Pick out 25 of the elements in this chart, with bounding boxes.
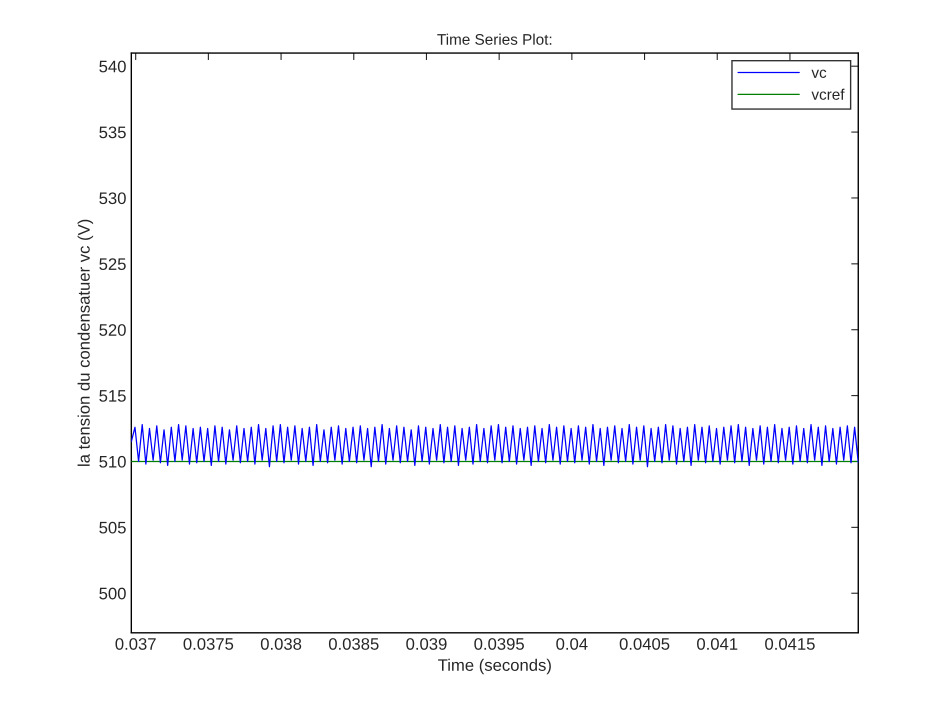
x-tick-label: 0.0405	[620, 638, 670, 650]
y-tick-label: 500	[99, 588, 126, 600]
x-tick-label: 0.039	[406, 638, 447, 650]
y-tick-label: 535	[99, 126, 126, 138]
x-tick-label: 0.04	[556, 638, 588, 650]
x-tick-label: 0.037	[115, 638, 156, 650]
y-tick-label: 510	[99, 456, 126, 468]
line-series	[131, 424, 858, 468]
y-tick-label: 520	[99, 324, 126, 336]
legend-label: vc	[811, 70, 826, 78]
x-tick-label: 0.038	[260, 638, 302, 650]
y-tick-label: 515	[99, 390, 126, 402]
x-tick-label: 0.0395	[474, 638, 524, 650]
legend-label: vcref	[811, 88, 845, 100]
y-tick-label: 540	[99, 60, 126, 72]
x-axis-title: Time (seconds)	[438, 658, 551, 674]
chart-title: Time Series Plot:	[437, 34, 552, 45]
y-tick-label: 525	[99, 258, 126, 270]
x-tick-label: 0.0415	[765, 638, 815, 650]
x-tick-label: 0.041	[697, 638, 738, 650]
x-tick-label: 0.0385	[328, 638, 379, 650]
x-tick-label: 0.0375	[184, 638, 234, 650]
y-tick-label: 530	[99, 192, 126, 204]
y-axis-title: la tension du condensatuer vc (V)	[78, 220, 94, 466]
y-tick-label: 505	[99, 522, 126, 534]
